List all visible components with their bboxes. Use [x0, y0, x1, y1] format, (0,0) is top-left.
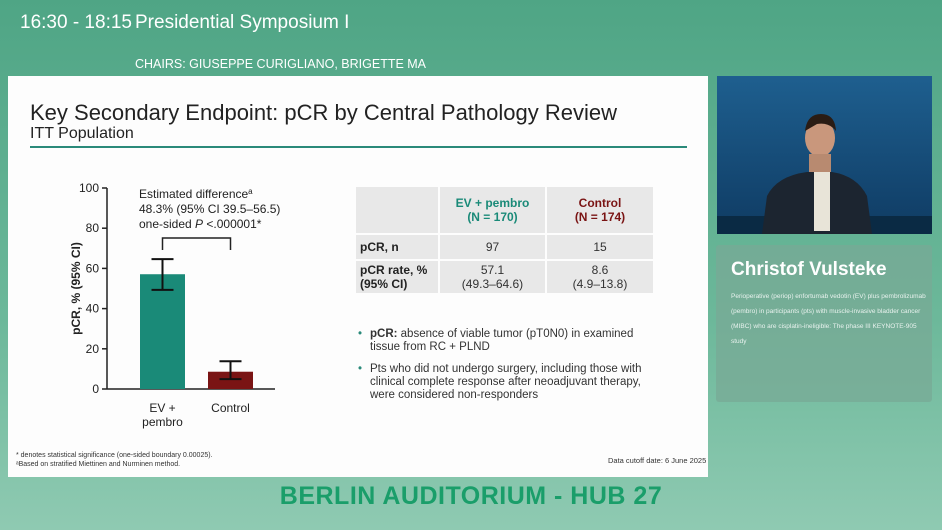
session-chairs: CHAIRS: GIUSEPPE CURIGLIANO, BRIGETTE MA [135, 57, 427, 71]
speaker-card: Christof Vulsteke Perioperative (periop)… [716, 245, 932, 402]
y-tick-label: 40 [86, 302, 100, 316]
speaker-video [717, 76, 932, 234]
slide-subtitle: ITT Population [30, 125, 134, 142]
y-tick-label: 100 [79, 181, 99, 195]
footnotes: * denotes statistical significance (one-… [16, 452, 213, 468]
pcr-table: EV + pembro (N = 170) Control (N = 174) pC… [354, 185, 655, 295]
bar-0 [140, 274, 185, 389]
talk-title: Perioperative (periop) enfortumab vedoti… [731, 293, 926, 345]
slide-title: Key Secondary Endpoint: pCR by Central P… [30, 100, 617, 125]
session-title: Presidential Symposium I [135, 12, 350, 33]
x-tick-label: Control [211, 401, 250, 415]
annotation-line-2: 48.3% (95% CI 39.5–56.5) [139, 202, 280, 216]
data-cutoff: Data cutoff date: 6 June 2025 [608, 456, 707, 465]
y-tick-label: 60 [86, 261, 100, 275]
title-divider [30, 146, 687, 148]
x-tick-label: EV + [149, 401, 175, 415]
speaker-image [717, 114, 932, 234]
list-item: pCR: absence of viable tumor (pT0N0) in … [358, 328, 658, 354]
bar-chart: 0 20 40 60 80 100 pCR, % (95% CI) EV +pembro Con… [69, 181, 280, 429]
y-tick-label: 20 [86, 342, 100, 356]
y-tick-label: 80 [86, 221, 100, 235]
session-time: 16:30 - 18:15 [20, 12, 132, 33]
table-row: pCR, n 97 15 [356, 235, 653, 259]
comparison-bracket [161, 237, 232, 250]
table-row: pCR rate, % (95% CI) 57.1 (49.3–64.6) 8.6(… [356, 261, 653, 293]
speaker-name: Christof Vulsteke [731, 259, 887, 280]
annotation-line-3: one-sided P <.000001* [139, 217, 262, 231]
x-tick-label: pembro [142, 415, 183, 429]
room-name: BERLIN AUDITORIUM - HUB 27 [279, 482, 663, 510]
col-ev-pembro: EV + pembro (N = 170) [440, 187, 545, 233]
annotation-line-1: Estimated differencea [139, 187, 253, 202]
table-header-row: EV + pembro (N = 170) Control (N = 174) [356, 187, 653, 233]
bar-1 [208, 371, 253, 389]
list-item: Pts who did not undergo surgery, includi… [358, 363, 658, 402]
presentation-slide: Key Secondary Endpoint: pCR by Central P… [8, 76, 708, 477]
y-axis-label: pCR, % (95% CI) [69, 242, 83, 335]
y-tick-label: 0 [92, 382, 99, 396]
bullet-list: pCR: absence of viable tumor (pT0N0) in … [358, 328, 658, 411]
col-control: Control (N = 174) [547, 187, 653, 233]
